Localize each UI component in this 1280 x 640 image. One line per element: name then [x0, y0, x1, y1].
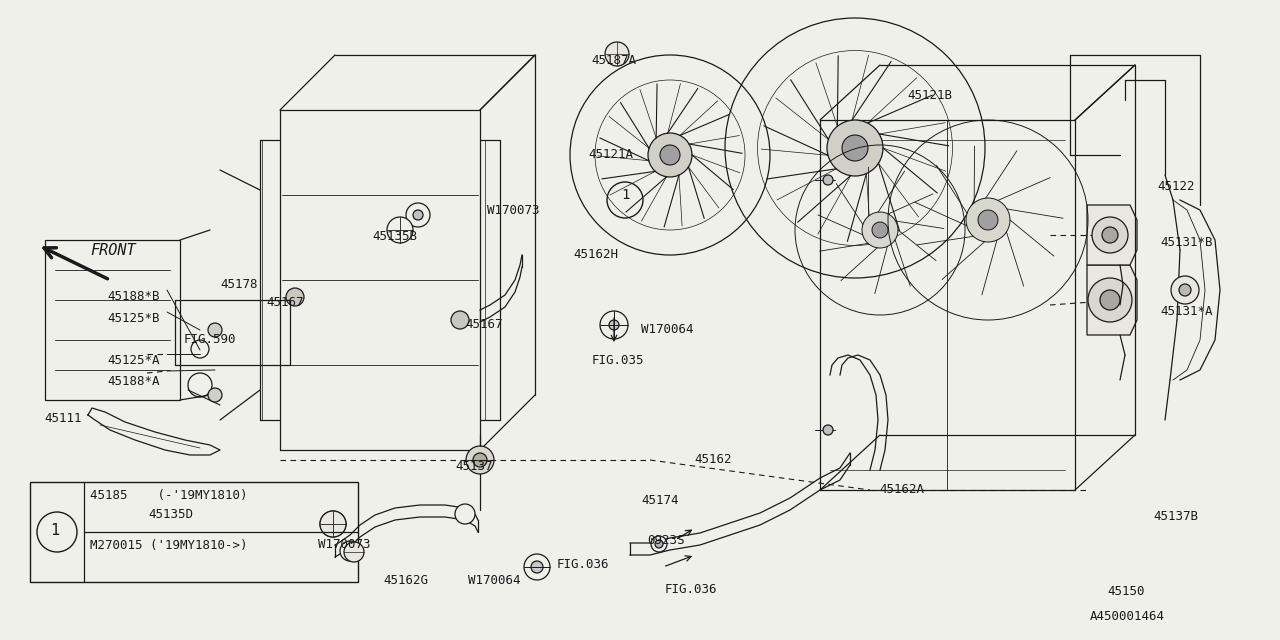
Text: 45111: 45111 — [44, 412, 82, 425]
Circle shape — [652, 536, 667, 552]
Circle shape — [605, 42, 628, 66]
Text: 45131*A: 45131*A — [1160, 305, 1212, 318]
Circle shape — [387, 217, 413, 243]
Circle shape — [1092, 217, 1128, 253]
Text: 45162A: 45162A — [879, 483, 924, 496]
Circle shape — [966, 198, 1010, 242]
Text: 45178: 45178 — [220, 278, 257, 291]
Circle shape — [1100, 290, 1120, 310]
Circle shape — [474, 453, 486, 467]
Circle shape — [413, 210, 422, 220]
Text: 45135B: 45135B — [372, 230, 417, 243]
Circle shape — [823, 175, 833, 185]
Circle shape — [655, 540, 663, 548]
Text: W170073: W170073 — [486, 204, 539, 217]
Circle shape — [320, 511, 346, 537]
Text: 0923S: 0923S — [646, 534, 685, 547]
Text: 45122: 45122 — [1157, 180, 1194, 193]
Text: 45121B: 45121B — [908, 89, 952, 102]
Text: FIG.035: FIG.035 — [591, 354, 645, 367]
Circle shape — [320, 511, 346, 537]
Text: 45131*B: 45131*B — [1160, 236, 1212, 249]
Circle shape — [340, 541, 360, 561]
Circle shape — [454, 504, 475, 524]
Circle shape — [406, 203, 430, 227]
Text: 45137: 45137 — [454, 460, 493, 473]
Circle shape — [531, 561, 543, 573]
Circle shape — [1088, 278, 1132, 322]
Circle shape — [451, 311, 468, 329]
Circle shape — [524, 554, 550, 580]
Text: 45125*A: 45125*A — [108, 354, 160, 367]
Text: 45121A: 45121A — [588, 148, 634, 161]
Circle shape — [842, 135, 868, 161]
Text: 45150: 45150 — [1107, 585, 1144, 598]
Text: FIG.036: FIG.036 — [666, 583, 718, 596]
FancyBboxPatch shape — [29, 482, 358, 582]
Circle shape — [1102, 227, 1117, 243]
Circle shape — [823, 425, 833, 435]
Circle shape — [660, 145, 680, 165]
Text: 45167: 45167 — [266, 296, 303, 309]
Circle shape — [600, 311, 628, 339]
Circle shape — [827, 120, 883, 176]
Text: W170064: W170064 — [641, 323, 694, 336]
Text: M270015 ('19MY1810->): M270015 ('19MY1810->) — [90, 539, 247, 552]
Circle shape — [648, 133, 692, 177]
Text: 45188*B: 45188*B — [108, 290, 160, 303]
Text: FIG.036: FIG.036 — [557, 558, 609, 571]
Circle shape — [207, 323, 221, 337]
Text: W170064: W170064 — [468, 574, 521, 587]
Circle shape — [285, 288, 305, 306]
Text: 45162H: 45162H — [573, 248, 618, 261]
Circle shape — [191, 340, 209, 358]
Text: 1: 1 — [621, 188, 630, 202]
Text: 1: 1 — [50, 523, 59, 538]
Circle shape — [978, 210, 998, 230]
Polygon shape — [1087, 265, 1137, 335]
Text: 45137B: 45137B — [1153, 510, 1198, 523]
Circle shape — [1179, 284, 1190, 296]
Circle shape — [1171, 276, 1199, 304]
Circle shape — [466, 446, 494, 474]
Text: 45187A: 45187A — [591, 54, 636, 67]
Text: 45167: 45167 — [465, 318, 503, 331]
Text: W170073: W170073 — [317, 538, 370, 551]
Circle shape — [344, 542, 364, 562]
Text: 45162: 45162 — [694, 453, 731, 466]
Text: 45135D: 45135D — [148, 508, 193, 521]
Text: 45174: 45174 — [641, 494, 678, 507]
Circle shape — [861, 212, 899, 248]
Polygon shape — [45, 240, 180, 400]
Circle shape — [609, 320, 620, 330]
Text: 45125*B: 45125*B — [108, 312, 160, 325]
Circle shape — [872, 222, 888, 238]
Text: A450001464: A450001464 — [1091, 610, 1165, 623]
Text: FRONT: FRONT — [90, 243, 136, 258]
Text: 45185    (-'19MY1810): 45185 (-'19MY1810) — [90, 489, 247, 502]
Text: 45162G: 45162G — [383, 574, 428, 587]
Circle shape — [207, 388, 221, 402]
Polygon shape — [1087, 205, 1137, 265]
Text: 45188*A: 45188*A — [108, 375, 160, 388]
Text: FIG.590: FIG.590 — [184, 333, 237, 346]
